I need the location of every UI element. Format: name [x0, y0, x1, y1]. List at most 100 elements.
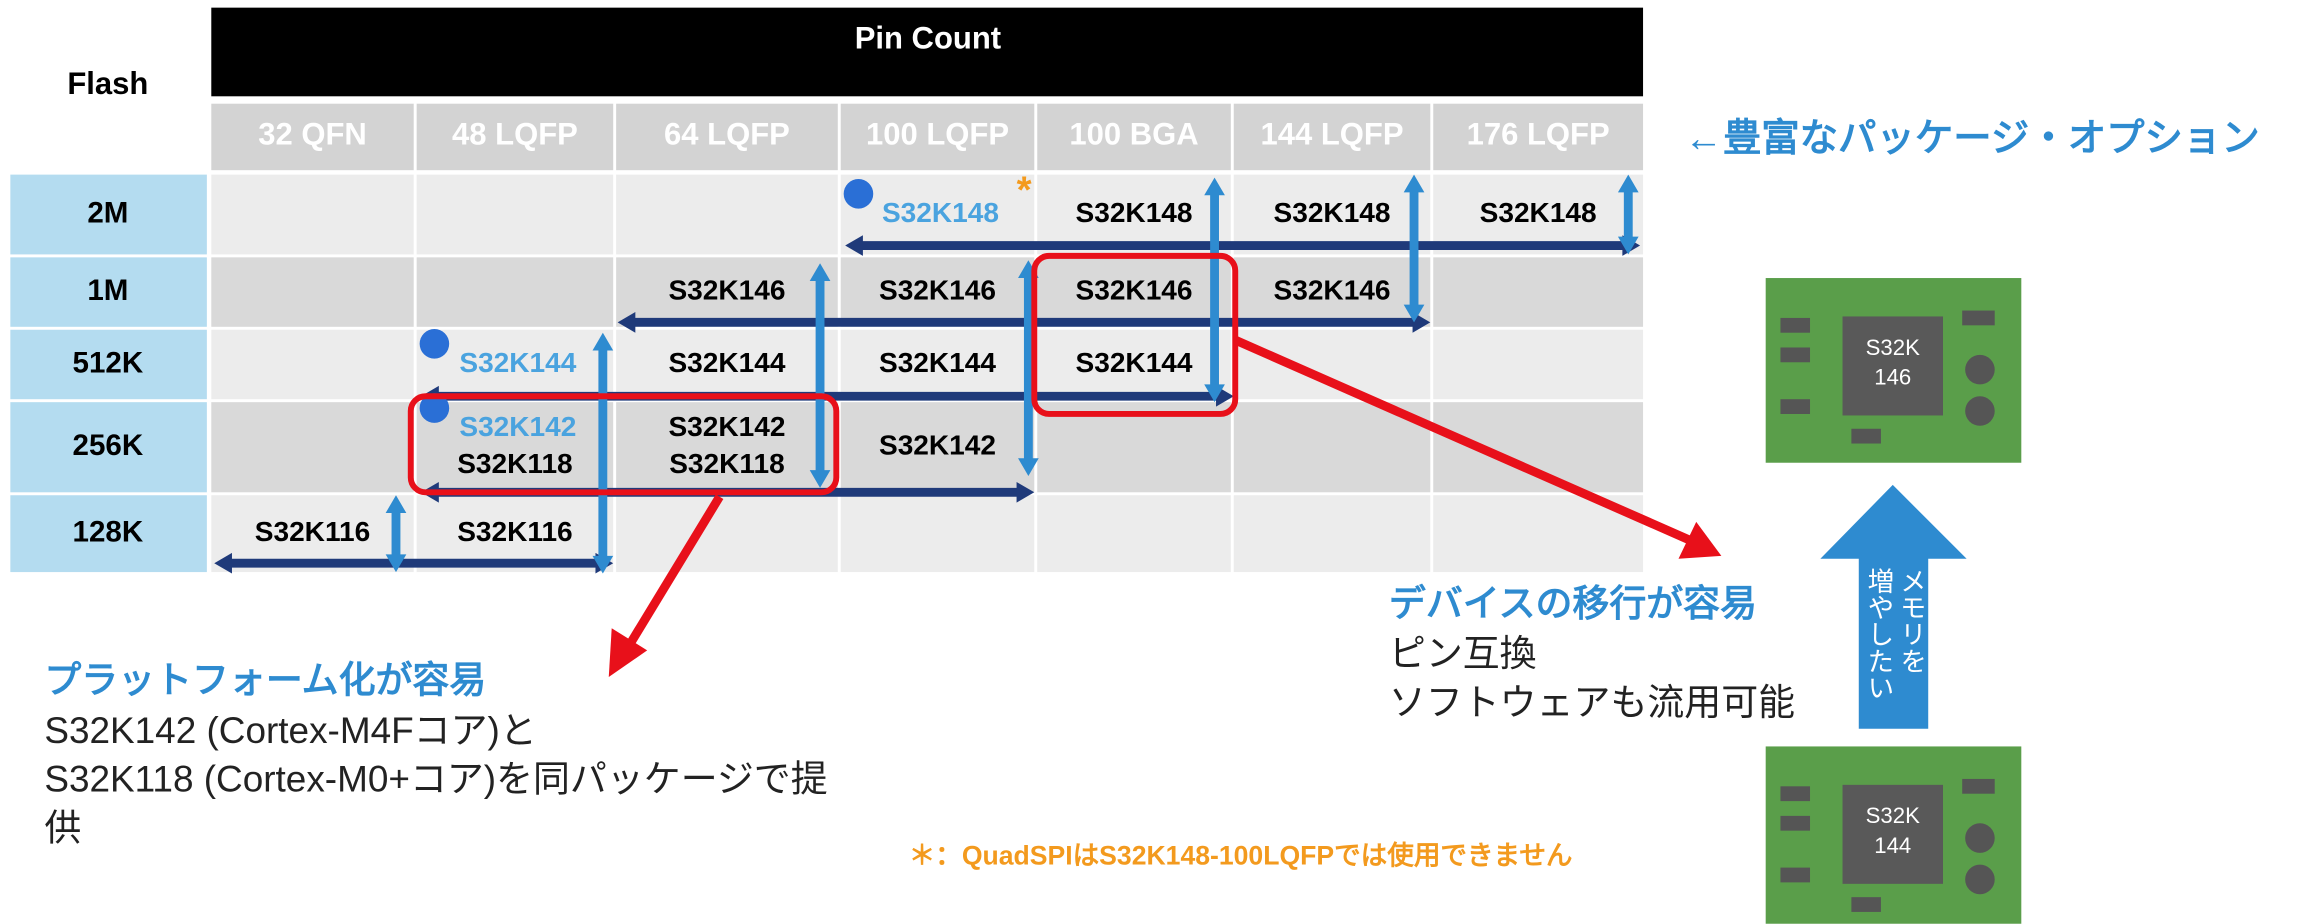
- cell: [1433, 257, 1644, 327]
- cell: [1433, 402, 1644, 493]
- arrow-head: [385, 495, 407, 513]
- cell: [840, 402, 1035, 493]
- arrow-head: [592, 555, 614, 574]
- new-badge: [419, 329, 450, 359]
- part-number: S32K144: [459, 347, 576, 378]
- cell: [416, 174, 614, 255]
- column-header-cell: [1433, 103, 1644, 171]
- pad: [1965, 396, 1995, 426]
- pad: [1962, 778, 1995, 794]
- part-number: S32K142: [668, 411, 785, 442]
- pad: [1780, 786, 1811, 802]
- pin-count-title: Pin Count: [855, 20, 1001, 55]
- new-badge: [419, 393, 450, 423]
- callout-line: S32K142 (Cortex-M4Fコア)と: [44, 710, 536, 751]
- footnote: ＊：QuadSPIはS32K148-100LQFPでは使用できません: [909, 840, 1573, 870]
- part-number: S32K148: [1274, 197, 1391, 228]
- part-number: S32K142: [879, 430, 996, 461]
- chip-label: S32K: [1866, 803, 1920, 828]
- part-number: S32K148: [1076, 197, 1193, 228]
- cell: [1433, 329, 1644, 400]
- cell: [416, 402, 614, 493]
- cell: [211, 329, 414, 400]
- cell: [1037, 495, 1231, 573]
- cell: [616, 495, 838, 573]
- pad: [1965, 864, 1995, 895]
- column-header-cell: [1037, 103, 1231, 171]
- arrow-head: [617, 312, 636, 333]
- flash-cell: [10, 329, 207, 400]
- arrow-head: [1018, 458, 1039, 477]
- column-header: 100 BGA: [1069, 116, 1198, 151]
- arrow-head: [1403, 304, 1425, 323]
- arrow-head: [1016, 481, 1035, 503]
- arrow-head: [809, 470, 831, 488]
- column-header: 176 LQFP: [1467, 116, 1610, 151]
- flash-label: 512K: [73, 346, 144, 379]
- arrow-head: [809, 263, 831, 281]
- flash-title: Flash: [67, 66, 148, 101]
- callout-line: ピン互換: [1389, 633, 1537, 674]
- callout-line: S32K118 (Cortex-M0+コア)を同パッケージで提: [44, 759, 827, 800]
- part-number: S32K116: [255, 516, 370, 547]
- flash-cell: [10, 495, 207, 573]
- arrow-head: [1617, 174, 1639, 193]
- pad: [1851, 428, 1881, 444]
- chip-label: 144: [1874, 833, 1911, 858]
- note-marker: *: [1017, 168, 1032, 211]
- grid: 32 QFN 48 LQFP 64 LQFP 100 LQFP 100 BGA 144 L…: [10, 103, 1644, 573]
- cell: [1233, 495, 1431, 573]
- highlight-box: [1031, 252, 1239, 417]
- cell: [211, 402, 414, 493]
- pad: [1780, 399, 1811, 414]
- part-number: S32K142: [459, 411, 576, 442]
- part-number: S32K146: [879, 275, 996, 306]
- cell: [1037, 329, 1231, 400]
- cell: [1233, 329, 1431, 400]
- part-number: S32K144: [879, 347, 996, 378]
- flash-cell: [10, 402, 207, 493]
- arrow-head: [214, 552, 232, 574]
- pad: [1780, 317, 1811, 333]
- chip-label: 146: [1874, 364, 1911, 389]
- cell: [416, 329, 614, 400]
- pad: [1962, 310, 1995, 326]
- cells: S32K148 S32K148 S32K148 S32K148 S32K146 S32K1…: [255, 179, 1597, 547]
- part-number: S32K148: [1480, 197, 1597, 228]
- tagline: ←豊富なパッケージ・オプション: [1684, 117, 2259, 160]
- upgrade-label: メモリを: [1896, 568, 1926, 674]
- cell: [1233, 257, 1431, 327]
- pad: [1851, 897, 1881, 912]
- arrow-head: [1204, 177, 1225, 196]
- column-header-cell: [616, 103, 838, 171]
- arrow-head: [1403, 174, 1425, 193]
- cell: [211, 174, 414, 255]
- part-number: S32K116: [457, 516, 572, 547]
- column-header: 48 LQFP: [452, 116, 578, 151]
- cell: [840, 495, 1035, 573]
- column-header-cell: [416, 103, 614, 171]
- part-number: S32K146: [668, 275, 785, 306]
- flash-label: 2M: [87, 196, 128, 229]
- cell: [1037, 402, 1231, 493]
- chip-label: S32K: [1866, 335, 1920, 360]
- arrow-head: [592, 332, 614, 351]
- arrow-head: [385, 554, 407, 573]
- flash-label: 256K: [73, 429, 144, 462]
- arrow-head: [845, 235, 863, 256]
- pad: [1965, 354, 1995, 385]
- header-bar: [211, 7, 1644, 97]
- callout-line: 供: [44, 807, 81, 848]
- arrow-head: [1204, 384, 1225, 403]
- cell: [1233, 402, 1431, 493]
- cell: [1037, 257, 1231, 327]
- flash-cell: [10, 174, 207, 255]
- chip: [1842, 784, 1943, 884]
- part-number: S32K146: [1076, 275, 1193, 306]
- part-number: S32K144: [668, 347, 785, 378]
- pad: [1780, 815, 1811, 831]
- callout-line: ソフトウェアも流用可能: [1389, 682, 1795, 723]
- cell: [616, 402, 838, 493]
